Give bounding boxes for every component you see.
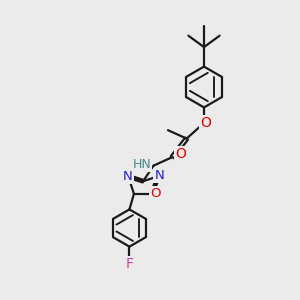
Text: O: O xyxy=(150,187,160,200)
Text: HN: HN xyxy=(133,158,151,171)
Text: N: N xyxy=(154,169,164,182)
Text: O: O xyxy=(175,147,186,161)
Text: N: N xyxy=(123,170,133,183)
Text: F: F xyxy=(125,257,134,271)
Text: O: O xyxy=(200,116,211,130)
